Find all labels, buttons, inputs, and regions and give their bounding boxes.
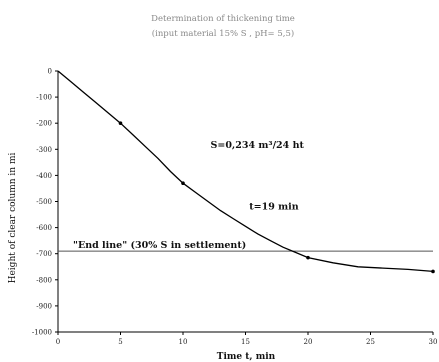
- x-tick-label: 15: [241, 338, 250, 346]
- y-tick-label: 0: [48, 68, 52, 76]
- x-tick-label: 30: [429, 338, 438, 346]
- time-annotation: t=19 min: [249, 201, 299, 212]
- y-tick-label: -200: [36, 120, 52, 128]
- y-tick-label: -100: [36, 94, 52, 102]
- y-tick-labels: 0 -100 -200 -300 -400 -500 -600 -700 -800 -900 -10…: [32, 68, 58, 337]
- rate-annotation: S=0,234 m³/24 ht: [211, 140, 305, 151]
- x-tick-label: 20: [304, 338, 313, 346]
- y-tick-label: -400: [36, 172, 52, 180]
- x-axis-label: Time t, min: [217, 352, 276, 362]
- x-tick-label: 5: [118, 338, 122, 346]
- data-point: [181, 181, 185, 186]
- chart-title: Determination of thickening time: [151, 14, 295, 24]
- settling-curve: [57, 70, 434, 273]
- end-line-label: "End line" (30% S in settlement): [73, 240, 246, 251]
- y-tick-label: -800: [36, 276, 52, 284]
- y-tick-label: -500: [36, 198, 52, 206]
- y-tick-label: -700: [36, 250, 52, 258]
- y-tick-label: -900: [36, 302, 52, 310]
- x-tick-label: 25: [366, 338, 375, 346]
- x-tick-label: 10: [179, 338, 188, 346]
- data-point: [431, 269, 435, 274]
- x-tick-label: 0: [56, 338, 60, 346]
- y-tick-label: -600: [36, 224, 52, 232]
- data-markers: [118, 121, 435, 274]
- y-tick-label: -300: [36, 146, 52, 154]
- y-axis-label: Height of clear column in mi: [8, 153, 18, 284]
- data-point: [118, 121, 123, 125]
- x-tick-labels: 0 5 10 15 20 25 30: [56, 332, 438, 346]
- chart-subtitle: (input material 15% S , pH= 5,5): [152, 28, 294, 39]
- data-point: [306, 255, 310, 260]
- y-tick-label: -1000: [32, 329, 52, 337]
